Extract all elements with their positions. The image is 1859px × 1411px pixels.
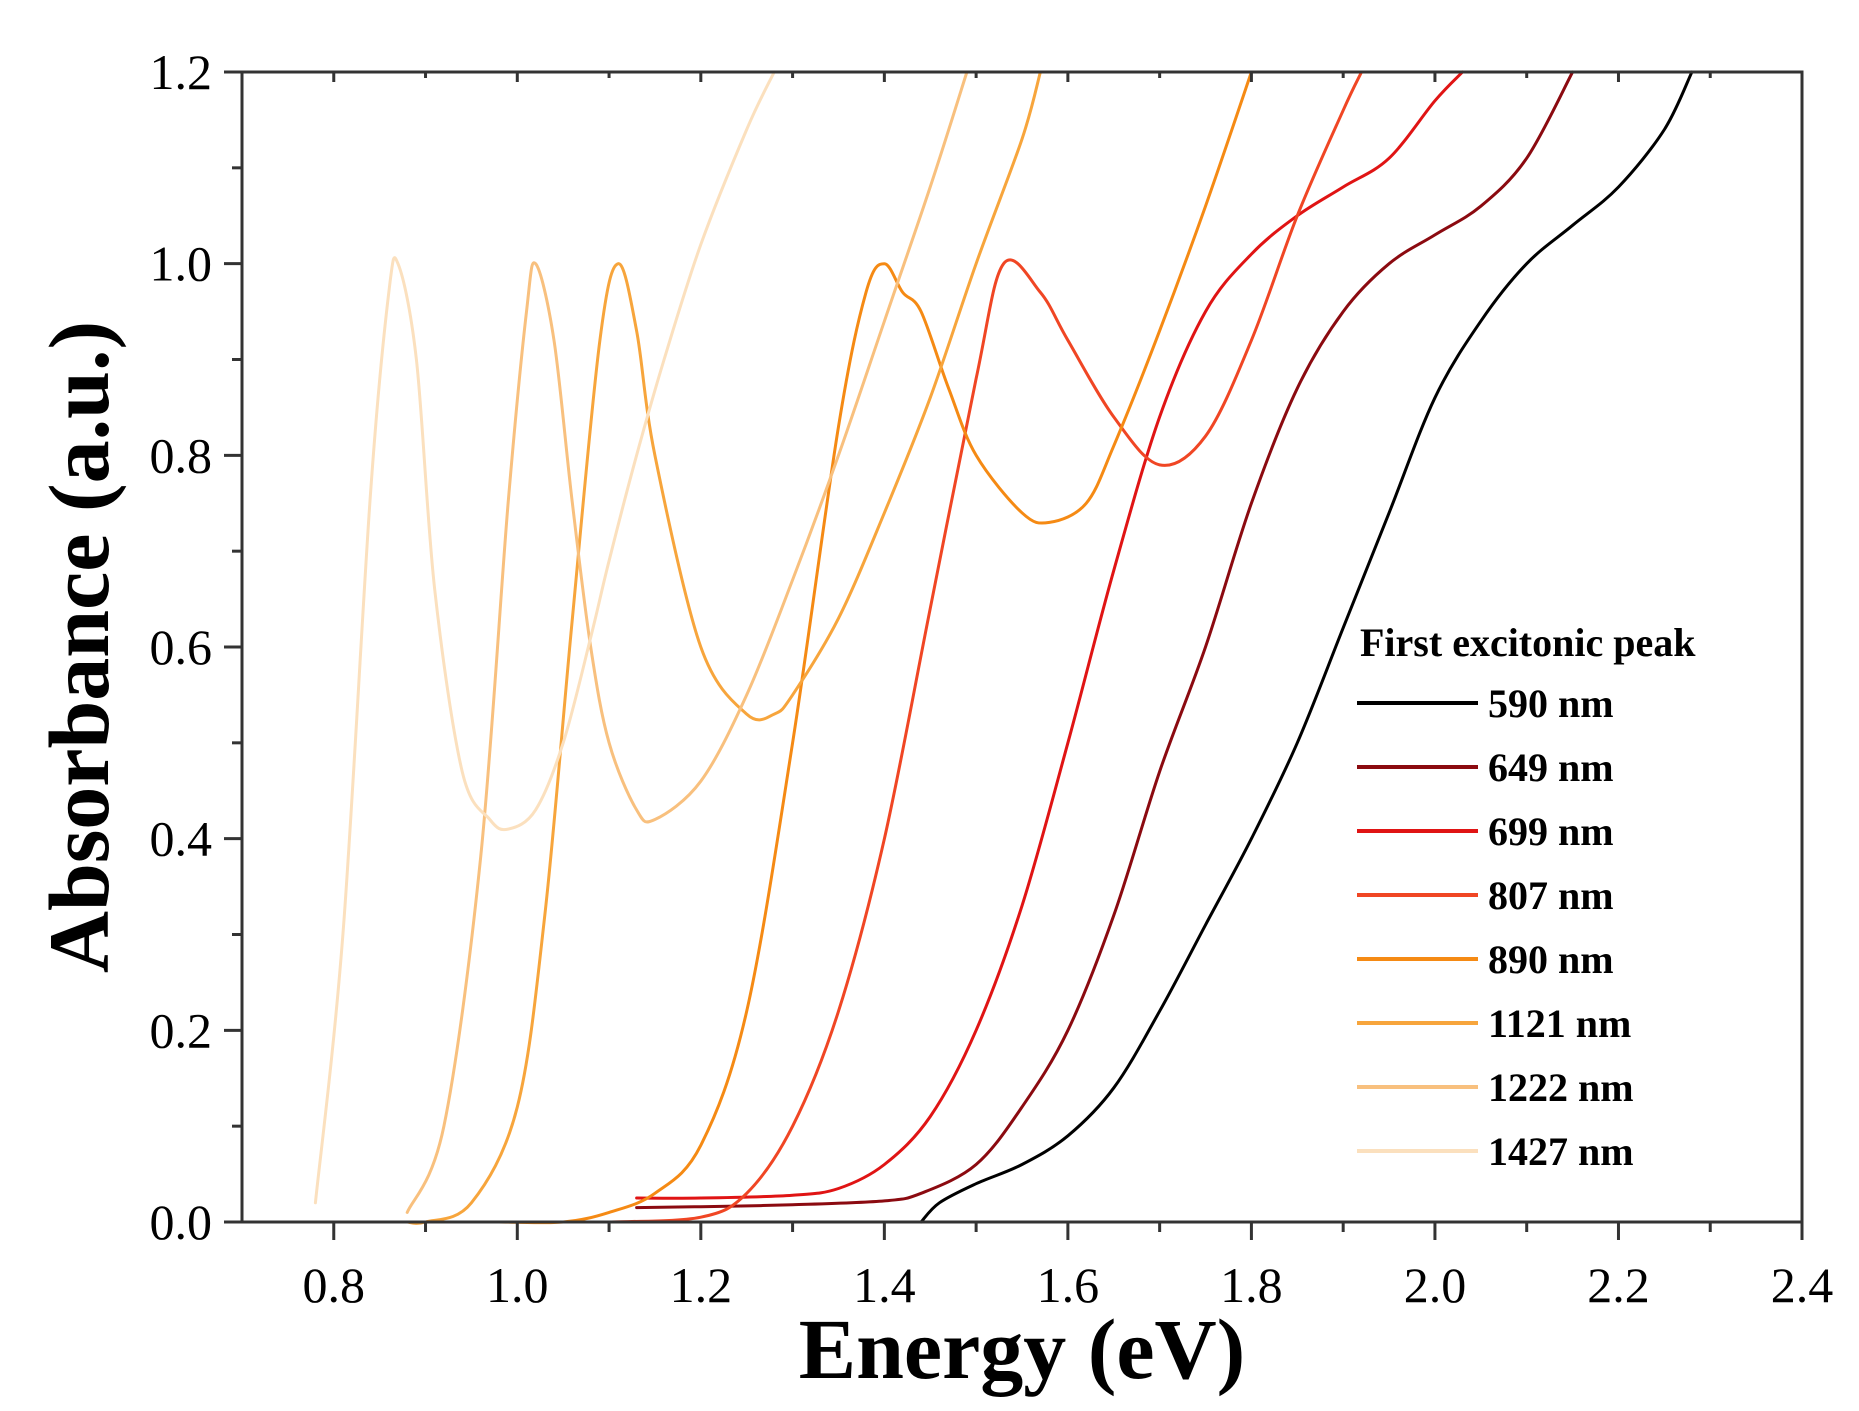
series-curves <box>313 70 1694 1225</box>
y-axis-title: Absorbance (a.u.) <box>31 321 127 973</box>
series-line-890-nm <box>497 70 1253 1225</box>
y-tick-label: 0.2 <box>150 1002 213 1058</box>
y-tick-label: 1.2 <box>150 44 213 100</box>
x-tick-label: 2.4 <box>1771 1257 1834 1313</box>
y-tick-label: 0.4 <box>150 811 213 867</box>
y-tick-label: 0.0 <box>150 1194 213 1250</box>
legend-label: 1121 nm <box>1488 1001 1631 1046</box>
x-tick-label: 1.8 <box>1220 1257 1283 1313</box>
legend-items: 590 nm 649 nm 699 nm 807 nm 890 nm 1121 nm 122… <box>1357 681 1634 1174</box>
legend-label: 1427 nm <box>1488 1129 1634 1174</box>
x-tick-label: 1.2 <box>670 1257 733 1313</box>
legend-label: 890 nm <box>1488 937 1614 982</box>
legend-title: First excitonic peak <box>1360 620 1696 665</box>
y-tick-label: 1.0 <box>150 236 213 292</box>
series-line-807-nm <box>607 70 1363 1224</box>
x-tick-label: 0.8 <box>303 1257 366 1313</box>
x-tick-label: 1.0 <box>486 1257 549 1313</box>
legend-label: 649 nm <box>1488 745 1614 790</box>
series-line-1427-nm <box>313 70 776 1205</box>
y-tick-label: 0.6 <box>150 619 213 675</box>
legend-label: 807 nm <box>1488 873 1614 918</box>
x-tick-label: 1.6 <box>1037 1257 1100 1313</box>
x-axis-title: Energy (eV) <box>799 1301 1246 1397</box>
y-axis-ticks: 0.0 0.2 0.4 0.6 0.8 1.0 1.2 <box>150 44 242 1250</box>
y-tick-label: 0.8 <box>150 427 213 483</box>
legend-label: 590 nm <box>1488 681 1614 726</box>
legend: First excitonic peak 590 nm 649 nm 699 nm 8… <box>1357 620 1696 1174</box>
x-axis-ticks: 0.8 1.0 1.2 1.4 1.6 1.8 2.0 2.2 2.4 <box>303 72 1834 1313</box>
x-tick-label: 2.2 <box>1587 1257 1650 1313</box>
series-line-649-nm <box>635 70 1575 1210</box>
x-tick-label: 1.4 <box>853 1257 916 1313</box>
series-line-590-nm <box>919 70 1694 1224</box>
legend-label: 699 nm <box>1488 809 1614 854</box>
series-line-1222-nm <box>405 70 969 1214</box>
series-line-699-nm <box>635 70 1464 1200</box>
legend-label: 1222 nm <box>1488 1065 1634 1110</box>
x-tick-label: 2.0 <box>1404 1257 1467 1313</box>
series-line-1121-nm <box>405 70 1042 1225</box>
